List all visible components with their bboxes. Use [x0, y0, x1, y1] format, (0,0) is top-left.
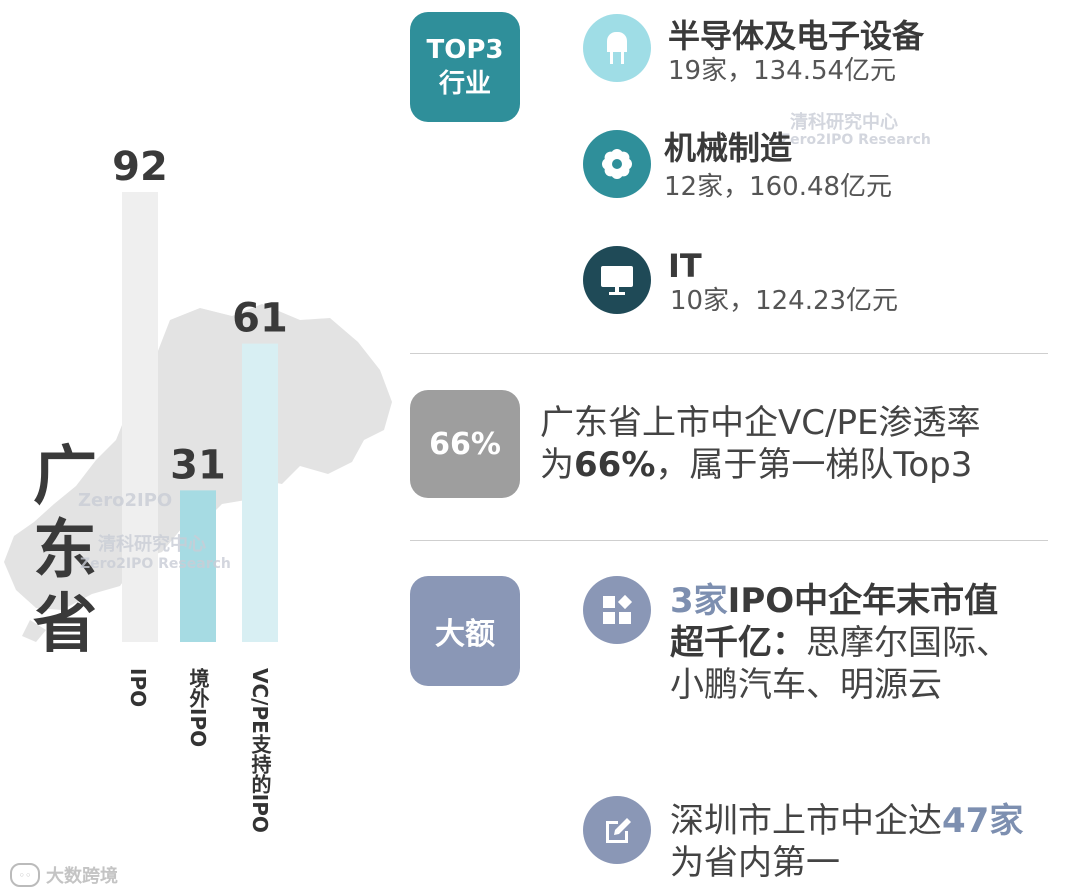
industry-stat-3: 10家，124.23亿元: [670, 286, 899, 316]
corner-logo-text: 大数跨境: [46, 866, 118, 887]
large-item-2-line2: 为省内第一: [670, 843, 840, 883]
bar-vcpe-ipo: [242, 343, 278, 642]
large-badge: 大额: [410, 576, 520, 686]
industry-stat-1: 19家，134.54亿元: [668, 56, 897, 86]
industry-name-1: 半导体及电子设备: [668, 17, 925, 55]
vcpe-line2: 为66%，属于第一梯队Top3: [540, 445, 973, 485]
watermark-cn: 清科研究中心: [98, 534, 206, 555]
industry-stat-2: 12家，160.48亿元: [664, 172, 893, 202]
watermark-en-2: Zero2IPO Research: [780, 132, 931, 148]
watermark-en: Zero2IPO Research: [80, 556, 231, 572]
watermark-brand: Zero2IPO: [78, 490, 173, 511]
corner-logo: ◦◦ 大数跨境: [10, 862, 118, 888]
large-item-1-line2: 超千亿：思摩尔国际、: [670, 623, 1010, 663]
bar-chart: 92 31 61: [112, 144, 288, 642]
large-item-1-text: 3家IPO中企年末市值 超千亿：思摩尔国际、 小鹏汽车、明源云: [670, 580, 1010, 706]
province-map: [4, 304, 392, 642]
grid-icon: [603, 594, 633, 624]
x-label-ipo: IPO: [126, 668, 150, 708]
top3-badge-line2: 行业: [438, 69, 491, 99]
bar-value-vcpe-ipo: 61: [232, 296, 288, 342]
industry-circle-1: [583, 14, 651, 82]
bar-value-ipo: 92: [112, 144, 168, 190]
large-item-1-line3: 小鹏汽车、明源云: [670, 665, 942, 705]
vcpe-badge: 66%: [410, 390, 520, 498]
large-item-2-line1: 深圳市上市中企达47家: [670, 801, 1024, 841]
large-item-1-line1: 3家IPO中企年末市值: [670, 581, 999, 621]
top3-badge: TOP3 行业: [410, 12, 520, 122]
divider-1: [410, 353, 1048, 354]
industry-name-2: 机械制造: [664, 129, 793, 167]
industry-circle-2: [583, 130, 651, 198]
gear-icon: [602, 149, 632, 179]
top3-badge-line1: TOP3: [426, 35, 504, 65]
province-title: 广东省: [33, 440, 97, 662]
bar-value-overseas-ipo: 31: [170, 442, 226, 488]
large-item-2-text: 深圳市上市中企达47家 为省内第一: [670, 800, 1023, 884]
industry-name-3: IT: [668, 247, 702, 285]
x-label-vcpe-ipo: VC/PE支持的IPO: [248, 668, 272, 833]
monitor-icon: [601, 266, 633, 295]
vcpe-text: 广东省上市中企VC/PE渗透率 为66%，属于第一梯队Top3: [540, 402, 980, 486]
x-label-overseas-ipo: 境外IPO: [186, 668, 210, 748]
edit-icon: [606, 818, 631, 843]
large-item-circle-2: [583, 796, 651, 864]
divider-2: [410, 540, 1048, 541]
corner-logo-icon: ◦◦: [10, 863, 40, 887]
vcpe-line1: 广东省上市中企VC/PE渗透率: [540, 403, 981, 443]
industry-circle-3: [583, 246, 651, 314]
large-item-circle-1: [583, 576, 651, 644]
bar-ipo: [122, 192, 158, 642]
watermark-cn-2: 清科研究中心: [790, 112, 898, 133]
chip-icon: [607, 32, 627, 64]
bar-overseas-ipo: [180, 490, 216, 642]
